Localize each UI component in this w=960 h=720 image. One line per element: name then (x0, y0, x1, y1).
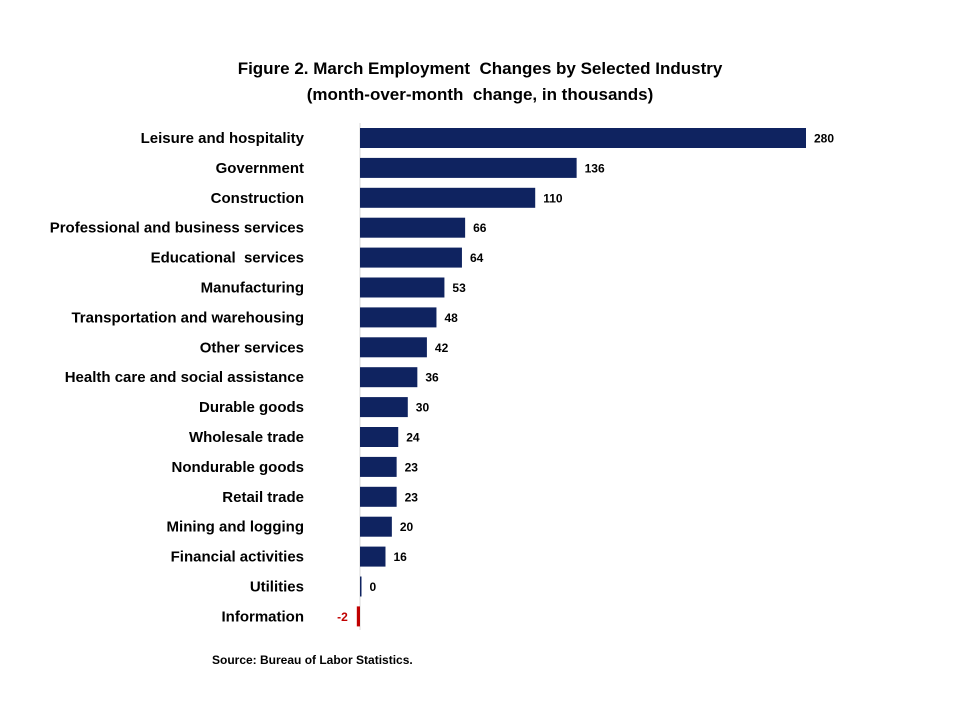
value-label: -2 (337, 610, 348, 624)
category-label: Professional and business services (50, 220, 304, 237)
bar (360, 337, 427, 358)
value-label: 53 (452, 281, 466, 295)
value-label: 48 (444, 311, 458, 325)
bar (360, 427, 399, 447)
bar (360, 187, 536, 208)
value-label: 64 (470, 251, 484, 265)
bar (360, 307, 437, 328)
value-label: 23 (405, 490, 419, 504)
chart-title: Figure 2. March Employment Changes by Se… (0, 56, 960, 108)
value-label: 23 (405, 460, 419, 474)
category-label: Utilities (250, 579, 304, 596)
bar (360, 516, 392, 537)
value-label: 136 (585, 161, 605, 175)
category-label: Government (216, 160, 304, 177)
value-label: 16 (393, 550, 407, 564)
category-label: Nondurable goods (172, 459, 305, 476)
category-label: Leisure and hospitality (141, 130, 305, 147)
bar (360, 397, 408, 418)
category-label: Financial activities (171, 549, 304, 566)
bar (360, 277, 445, 298)
value-label: 30 (416, 401, 430, 415)
value-label: 66 (473, 221, 487, 235)
bar (360, 546, 386, 567)
category-label: Information (222, 608, 305, 625)
value-label: 280 (814, 132, 834, 146)
value-label: 24 (406, 431, 420, 445)
bar (360, 128, 806, 148)
source-note: Source: Bureau of Labor Statistics. (212, 653, 413, 667)
category-label: Manufacturing (201, 280, 304, 297)
value-label: 110 (543, 191, 563, 205)
category-label: Wholesale trade (189, 429, 304, 446)
chart-subtitle: (month-over-month change, in thousands) (306, 85, 654, 104)
value-label: 0 (370, 580, 377, 594)
bar (360, 217, 466, 238)
category-label: Transportation and warehousing (71, 309, 304, 326)
category-label: Educational services (151, 250, 304, 267)
category-label: Retail trade (222, 489, 304, 506)
bar (360, 456, 397, 477)
bar (360, 367, 418, 388)
bar (360, 247, 462, 268)
value-label: 42 (435, 341, 449, 355)
chart-title-line1: Figure 2. March Employment Changes by Se… (237, 59, 723, 78)
bar (360, 576, 362, 597)
category-label: Mining and logging (167, 519, 304, 536)
category-label: Health care and social assistance (65, 369, 304, 386)
category-label: Construction (211, 190, 304, 207)
value-label: 36 (425, 371, 439, 385)
bar (356, 606, 360, 627)
bars-group: Leisure and hospitality 280 Government 136 C… (50, 128, 834, 627)
bar (360, 157, 577, 178)
value-label: 20 (400, 520, 414, 534)
bar (360, 486, 397, 507)
category-label: Durable goods (199, 399, 304, 416)
category-label: Other services (200, 339, 304, 356)
